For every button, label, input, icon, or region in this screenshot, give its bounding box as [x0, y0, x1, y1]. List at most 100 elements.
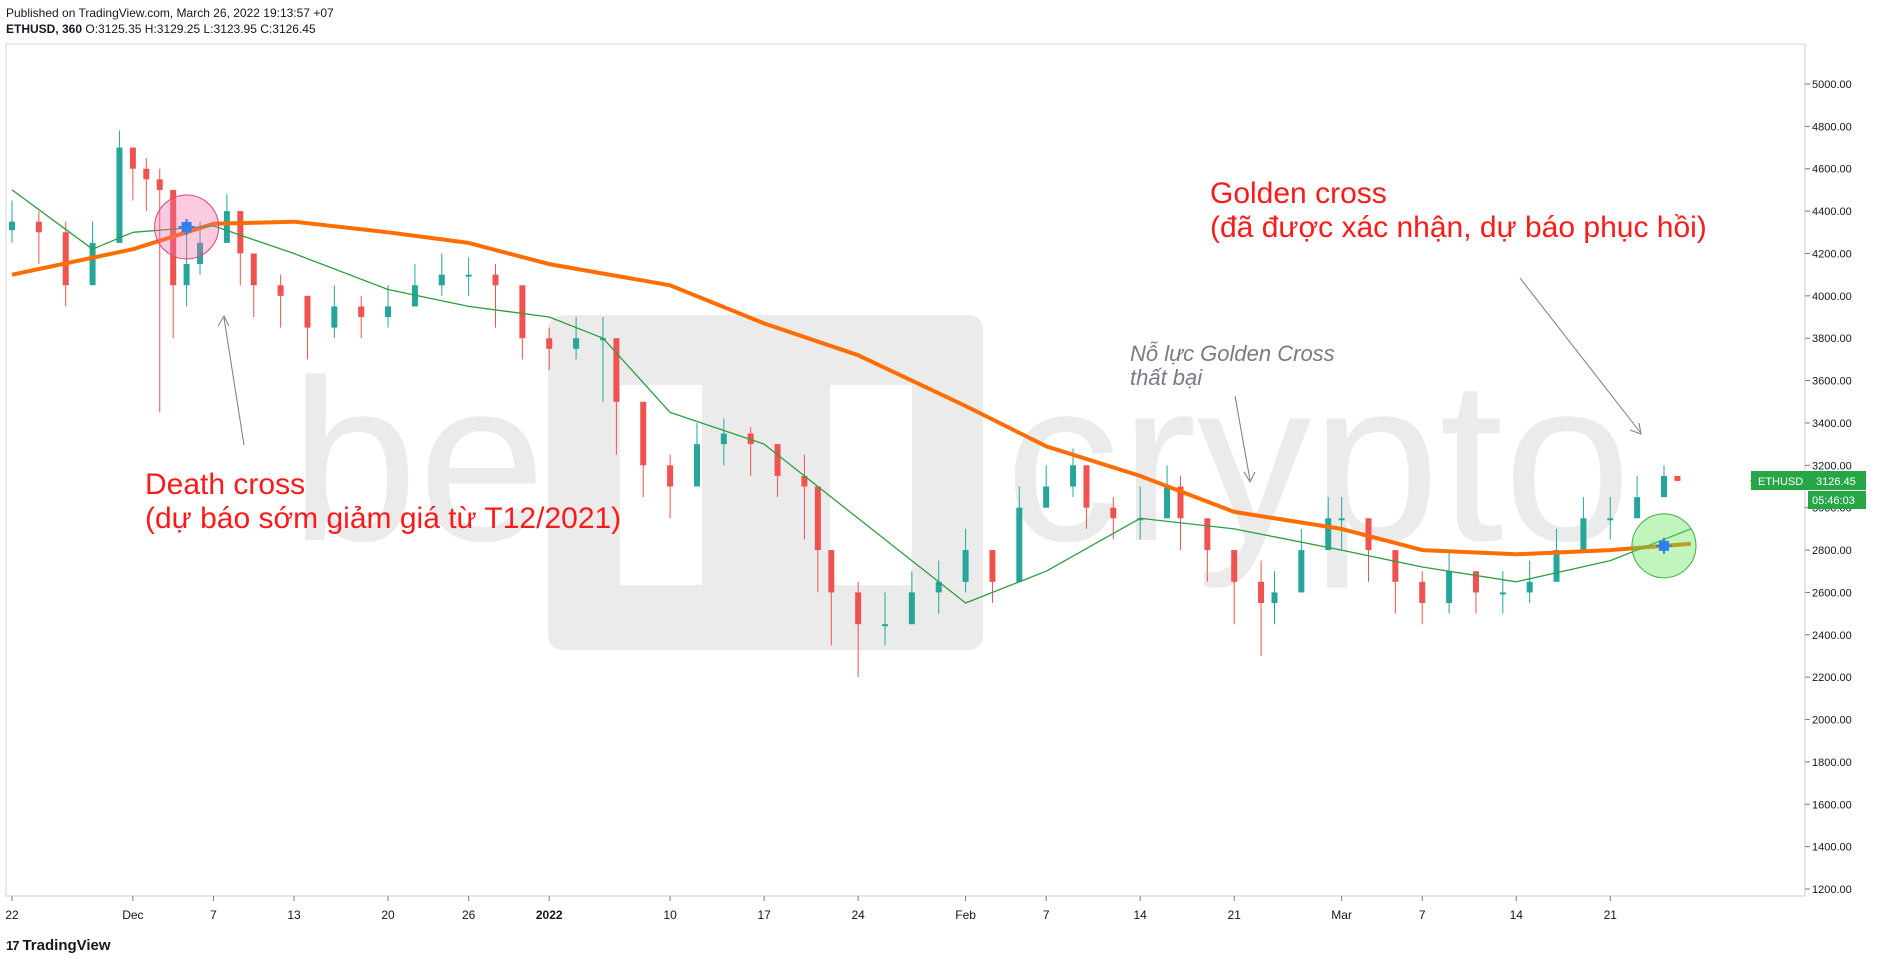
candle: [1392, 550, 1399, 614]
y-tick-label: 5000.00: [1812, 79, 1852, 91]
candle-body: [640, 401, 647, 466]
y-tick-label: 2600.00: [1812, 587, 1852, 599]
candle: [573, 317, 580, 360]
candle: [1634, 475, 1641, 519]
tradingview-logo[interactable]: 17 TradingView: [6, 937, 111, 954]
candle: [720, 418, 727, 466]
candle-body: [116, 147, 123, 243]
y-tick-label: 1200.00: [1812, 884, 1852, 896]
x-tick-label: 7: [210, 908, 217, 922]
candle: [277, 274, 284, 328]
candle: [1164, 465, 1171, 519]
candle-body: [1634, 497, 1641, 519]
golden-cross-arrowhead: [1629, 422, 1642, 435]
annotation-arrows: [217, 277, 1642, 484]
price-axis: 1200.00 1400.00 1600.00 1800.00 2000.00 2200.…: [1805, 79, 1852, 896]
candle-body: [1472, 571, 1479, 593]
watermark-logo-cut-left: [620, 385, 702, 585]
candle-body: [9, 221, 15, 231]
candle: [129, 147, 136, 201]
candle-body: [1526, 581, 1533, 593]
candle-body: [385, 306, 392, 318]
candle: [250, 253, 257, 318]
candle: [331, 285, 338, 339]
candlestick-series: [9, 130, 1681, 678]
y-tick-label: 2400.00: [1812, 630, 1852, 642]
candle: [667, 454, 674, 519]
candle-body: [331, 306, 338, 328]
candle-body: [935, 581, 942, 593]
candle-body: [304, 295, 311, 328]
candle-body: [1164, 486, 1171, 519]
x-tick-label: 17: [757, 908, 771, 922]
death-cross-arrow: [223, 317, 245, 446]
candle: [828, 550, 835, 646]
failed-golden-cross-annotation: Nỗ lực Golden Cross thất bại: [1130, 341, 1335, 390]
candle-body: [1392, 550, 1399, 582]
candle-body: [143, 168, 150, 180]
ohlc-close: 3126.45: [272, 22, 316, 36]
y-tick-label: 1800.00: [1812, 757, 1852, 769]
candle: [492, 264, 499, 328]
candle: [143, 158, 150, 212]
price-tags: ETHUSD 3126.45 05:46:03: [1751, 471, 1866, 509]
candle: [989, 550, 996, 604]
failed-cross-arrow: [1234, 395, 1251, 481]
candle: [223, 194, 230, 243]
ohlc-low: 3123.95: [213, 22, 257, 36]
tradingview-logo-icon: 17: [6, 938, 20, 953]
countdown-tag-bg: [1808, 491, 1866, 509]
y-tick-label: 4800.00: [1812, 121, 1852, 133]
candle: [640, 401, 647, 498]
candle: [1338, 497, 1345, 551]
candle: [1271, 571, 1278, 625]
candle-body: [1137, 518, 1144, 521]
x-tick-label: 2022: [536, 908, 563, 922]
candle-body: [129, 147, 136, 169]
candle: [237, 211, 244, 286]
candle-body: [1419, 581, 1426, 604]
y-tick-label: 3600.00: [1812, 376, 1852, 388]
ohlc-close-label: C:: [260, 22, 273, 36]
candle: [519, 285, 526, 360]
candle: [693, 422, 700, 487]
candle: [183, 232, 190, 307]
candle-body: [1580, 518, 1587, 551]
ohlc-line: ETHUSD, 360 O:3125.35 H:3129.25 L:3123.9…: [6, 21, 334, 37]
death-cross-arrowhead: [217, 314, 230, 327]
candle: [855, 581, 862, 678]
x-tick-label: Mar: [1331, 908, 1352, 922]
watermark-left-text: be: [290, 332, 546, 589]
ohlc-high-label: H:: [144, 22, 157, 36]
candle-body: [1043, 486, 1050, 508]
published-line: Published on TradingView.com, March 26, …: [6, 6, 334, 20]
candle-body: [774, 444, 781, 476]
candle: [438, 253, 445, 296]
candle-body: [223, 211, 230, 243]
candle-body: [1338, 518, 1345, 521]
candle: [197, 221, 204, 275]
candle-body: [989, 550, 996, 582]
ohlc-open: 3125.35: [98, 22, 142, 36]
ohlc-low-label: L:: [203, 22, 214, 36]
candle: [1499, 571, 1506, 614]
candle-body: [828, 550, 835, 593]
failed-cross-arrowhead: [1243, 471, 1256, 484]
candle: [814, 486, 821, 593]
last-price-tag-bg: [1751, 471, 1866, 490]
y-tick-label: 4200.00: [1812, 248, 1852, 260]
candle-body: [908, 592, 915, 625]
y-tick-label: 3800.00: [1812, 333, 1852, 345]
candle-body: [62, 232, 69, 286]
candle-body: [519, 285, 526, 339]
candle: [1660, 465, 1667, 498]
candle-body: [667, 465, 674, 487]
x-tick-label: Dec: [122, 908, 143, 922]
x-tick-label: 13: [287, 908, 301, 922]
candle: [1553, 528, 1560, 582]
candle: [1231, 550, 1238, 625]
y-tick-label: 1600.00: [1812, 799, 1852, 811]
y-tick-label: 4400.00: [1812, 206, 1852, 218]
y-tick-label: 2000.00: [1812, 715, 1852, 727]
